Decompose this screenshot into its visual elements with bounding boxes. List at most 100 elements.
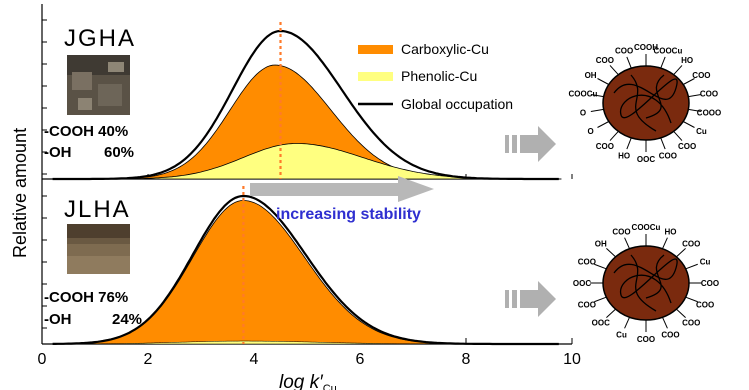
legend: Carboxylic-Cu Phenolic-Cu Global occupat…	[358, 41, 513, 112]
composition-jgha: -COOH 40% -OH 60%	[44, 123, 134, 161]
increasing-stability-arrow: increasing stability	[250, 176, 434, 223]
functional-group-bond	[624, 316, 631, 329]
functional-group-bond	[624, 237, 631, 250]
functional-group-bond	[673, 131, 683, 141]
functional-group-label: COO	[701, 279, 719, 288]
polymer-strands	[613, 254, 678, 312]
increasing-stability-label: increasing stability	[276, 206, 421, 223]
functional-group-label: COO	[682, 239, 700, 248]
panel-jlha	[52, 186, 562, 346]
molecule-diagram-bottom: COOCu HOCOOCuCOOCOOCOOCOOCOOCuOOCCOOOOCCO…	[573, 223, 719, 344]
functional-group-label: COOH	[634, 43, 658, 52]
functional-group-bond	[590, 108, 604, 113]
y-ticks	[42, 19, 47, 329]
y-axis-label: Relative amount	[10, 128, 30, 258]
functional-group-bond	[609, 65, 619, 75]
legend-label-phenolic: Phenolic-Cu	[401, 68, 477, 84]
functional-group-label: OOC	[637, 155, 655, 164]
functional-group-bond	[594, 296, 607, 303]
functional-group-bond	[597, 121, 609, 128]
functional-group-bond	[606, 308, 616, 319]
polymer-strands	[613, 74, 678, 132]
x-tick-label-4: 4	[250, 351, 259, 368]
functional-group-label: Cu	[696, 127, 707, 136]
functional-group-label: COOCu	[569, 89, 598, 98]
functional-group-label: COOO	[697, 109, 721, 118]
molecule-diagram-top: COOHCOOCuHOCOOCOOCOOOCuCOOCOOOOCHOCOOOOC…	[569, 43, 722, 164]
functional-group-bond	[688, 93, 702, 98]
panel-title-jlha: JLHA	[64, 196, 131, 223]
functional-group-bond	[609, 131, 619, 141]
functional-group-label: COO	[661, 331, 679, 340]
line-global-jlha	[52, 194, 559, 346]
x-axis-label-main: log k′	[279, 372, 324, 390]
line-global-jgha	[52, 29, 559, 181]
x-axis-label-sub: Cu	[323, 383, 337, 390]
composition-oh-jlha: -OH 24%	[44, 311, 142, 328]
functional-group-label: HO	[664, 227, 676, 236]
x-tick-label-0: 0	[38, 351, 47, 368]
composition-cooh-jgha: -COOH 40%	[44, 123, 128, 140]
functional-group-bond	[594, 263, 607, 270]
composition-cooh-jlha: -COOH 76%	[44, 289, 128, 306]
functional-group-label: COO	[578, 258, 596, 267]
functional-group-label: COO	[696, 300, 714, 309]
composition-oh-jgha: -OH 60%	[44, 144, 134, 161]
x-tick-label-8: 8	[462, 351, 471, 368]
functional-group-bond	[660, 137, 666, 150]
functional-group-label: COO	[659, 152, 677, 161]
functional-group-label: O	[587, 127, 593, 136]
functional-group-bond	[685, 263, 698, 270]
x-axis-label: log k′Cu	[279, 372, 337, 390]
functional-group-label: Cu	[616, 331, 627, 340]
x-tick-label-2: 2	[144, 351, 153, 368]
x-tick-label-6: 6	[356, 351, 365, 368]
functional-group-label: COOCu	[632, 223, 661, 232]
functional-group-label: OOC	[573, 279, 591, 288]
legend-swatch-carboxylic	[358, 45, 393, 54]
functional-group-label: COO	[682, 319, 700, 328]
functional-group-label: HO	[618, 152, 630, 161]
functional-group-bond	[688, 108, 702, 113]
functional-group-label: O	[580, 109, 586, 118]
functional-group-label: COO	[700, 89, 718, 98]
functional-group-bond	[606, 247, 616, 258]
functional-group-bond	[590, 93, 604, 98]
legend-label-global: Global occupation	[401, 96, 513, 112]
functional-group-bond	[683, 121, 695, 128]
gray-arrow-bottom	[505, 281, 556, 317]
functional-group-bond	[661, 316, 668, 329]
soil-photo-jlha	[67, 224, 130, 274]
functional-group-bond	[597, 78, 609, 85]
legend-swatch-phenolic	[358, 72, 393, 81]
functional-group-label: COO	[692, 71, 710, 80]
functional-group-bond	[626, 137, 632, 150]
functional-group-label: COO	[612, 227, 630, 236]
functional-group-label: OH	[585, 71, 597, 80]
functional-group-label: HO	[681, 56, 693, 65]
functional-group-label: Cu	[700, 258, 711, 267]
functional-group-label: COO	[637, 335, 655, 344]
functional-group-label: COO	[596, 56, 614, 65]
functional-group-bond	[673, 65, 683, 75]
functional-group-label: COOCu	[653, 46, 682, 55]
functional-group-bond	[626, 56, 632, 69]
gray-arrow-top	[505, 126, 556, 162]
legend-label-carboxylic: Carboxylic-Cu	[401, 41, 489, 57]
functional-group-label: OH	[595, 239, 607, 248]
composition-jlha: -COOH 76% -OH 24%	[44, 289, 142, 328]
functional-group-bond	[685, 296, 698, 303]
functional-group-bond	[660, 56, 666, 69]
x-tick-label-10: 10	[563, 351, 581, 368]
functional-group-label: COO	[615, 46, 633, 55]
functional-group-bond	[676, 247, 686, 258]
functional-group-label: OOC	[592, 319, 610, 328]
functional-group-label: COO	[596, 142, 614, 151]
panel-title-jgha: JGHA	[64, 25, 136, 52]
soil-photo-jgha	[67, 55, 130, 115]
functional-group-label: COO	[578, 300, 596, 309]
functional-group-bond	[661, 237, 668, 250]
functional-group-bond	[683, 78, 695, 85]
functional-group-label: COO	[678, 142, 696, 151]
